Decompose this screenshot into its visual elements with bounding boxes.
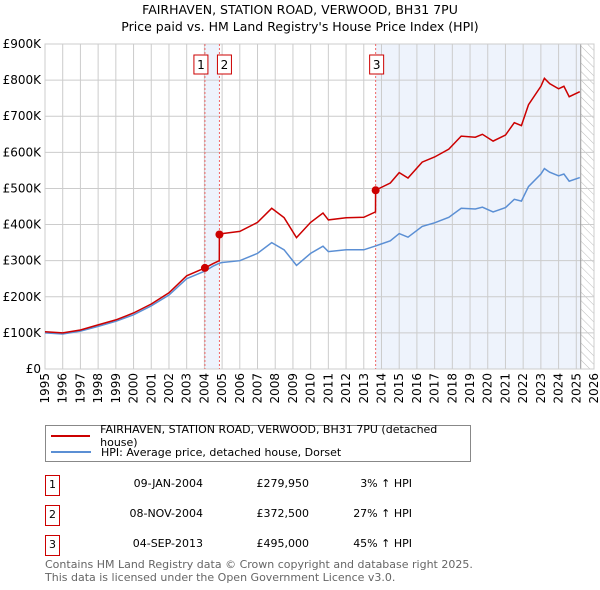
sale-point [215,230,224,239]
transaction-hpi: 3% ↑ HPI [360,477,412,490]
plot-border [44,43,595,370]
transaction-hpi: 45% ↑ HPI [353,537,412,550]
sale-label-box [216,54,232,75]
y-tick-label: £700K [3,109,43,123]
sale-label-box [369,54,385,75]
transaction-price: £495,000 [256,537,310,550]
transaction-number: 3 [45,535,60,556]
x-tick-label: 2017 [428,373,442,404]
y-tick-label: £400K [3,218,43,232]
x-tick-label: 1995 [38,373,52,404]
y-tick-label: £600K [3,145,43,159]
legend: FAIRHAVEN, STATION ROAD, VERWOOD, BH31 7… [45,423,471,462]
transaction-row: 1 09-JAN-2004 £279,950 3% ↑ HPI [45,475,445,496]
series-line-hpi [44,167,581,335]
footer-licence: This data is licensed under the Open Gov… [45,571,396,584]
x-tick-label: 2022 [516,373,530,404]
x-tick-label: 2014 [374,373,388,404]
x-tick-label: 1996 [56,373,70,404]
chart-subtitle: Price paid vs. HM Land Registry's House … [121,19,479,34]
footer-copyright: Contains HM Land Registry data © Crown c… [45,558,473,571]
x-tick-label: 2023 [534,373,548,404]
transaction-row: 2 08-NOV-2004 £372,500 27% ↑ HPI [45,505,445,526]
legend-label: HPI: Average price, detached house, Dors… [101,445,342,459]
x-tick-label: 2000 [127,373,141,404]
x-tick-label: 2020 [481,373,495,404]
transaction-hpi: 27% ↑ HPI [353,507,412,520]
x-tick-label: 2015 [392,373,406,404]
x-tick-label: 2002 [162,373,176,404]
legend-label: FAIRHAVEN, STATION ROAD, VERWOOD, BH31 7… [100,423,438,449]
y-tick-label: £900K [3,37,43,51]
transaction-price: £279,950 [256,477,310,490]
legend-swatch-red [51,435,91,437]
series-line-property [44,76,581,334]
x-tick-label: 2019 [463,373,477,404]
ownership-shade [375,44,581,369]
x-tick-label: 2011 [321,373,335,404]
sale-label: 1 [197,58,205,72]
x-tick-label: 2003 [180,373,194,404]
y-tick-label: £100K [3,326,43,340]
y-tick-label: £300K [3,254,43,268]
x-tick-label: 2010 [304,373,318,404]
x-tick-label: 1998 [91,373,105,404]
transaction-date: 09-JAN-2004 [133,477,203,490]
x-tick-label: 2026 [587,373,600,404]
x-tick-label: 2007 [251,373,265,404]
transaction-number: 2 [45,505,60,526]
transaction-price: £372,500 [256,507,310,520]
x-tick-label: 2001 [144,373,158,404]
transaction-number: 1 [45,475,60,496]
y-tick-label: £800K [3,73,43,87]
sale-point [371,186,380,195]
x-tick-label: 2008 [268,373,282,404]
sale-label: 3 [373,58,381,72]
price-chart: 1995 1996 1997 1998 1999 2000 2001 2002 2003 2004… [3,37,600,404]
sale-point [200,263,209,272]
legend-item-hpi: HPI: Average price, detached house, Dors… [51,444,341,460]
x-tick-label: 2025 [569,373,583,404]
legend-item-property: FAIRHAVEN, STATION ROAD, VERWOOD, BH31 7… [51,423,470,449]
transaction-row: 3 04-SEP-2013 £495,000 45% ↑ HPI [45,535,445,556]
x-tick-label: 2013 [357,373,371,404]
x-tick-label: 1997 [73,373,87,404]
x-tick-label: 2018 [445,373,459,404]
transaction-date: 04-SEP-2013 [132,537,203,550]
chart-title: FAIRHAVEN, STATION ROAD, VERWOOD, BH31 7… [142,2,458,17]
x-tick-label: 1999 [109,373,123,404]
ownership-shade [204,44,220,369]
x-tick-label: 2009 [286,373,300,404]
x-tick-label: 2005 [215,373,229,404]
x-tick-label: 2016 [410,373,424,404]
x-tick-label: 2024 [552,373,566,404]
x-tick-label: 2004 [197,373,211,404]
y-tick-label: £200K [3,290,43,304]
sale-label: 2 [221,58,229,72]
transaction-date: 08-NOV-2004 [129,507,203,520]
forecast-hatch [580,44,594,369]
legend-swatch-blue [51,451,91,453]
x-tick-label: 2006 [233,373,247,404]
x-tick-label: 2012 [339,373,353,404]
y-tick-label: £500K [3,181,43,195]
x-tick-label: 2021 [498,373,512,404]
y-tick-label: £0 [26,362,41,376]
sale-label-box [193,54,209,75]
